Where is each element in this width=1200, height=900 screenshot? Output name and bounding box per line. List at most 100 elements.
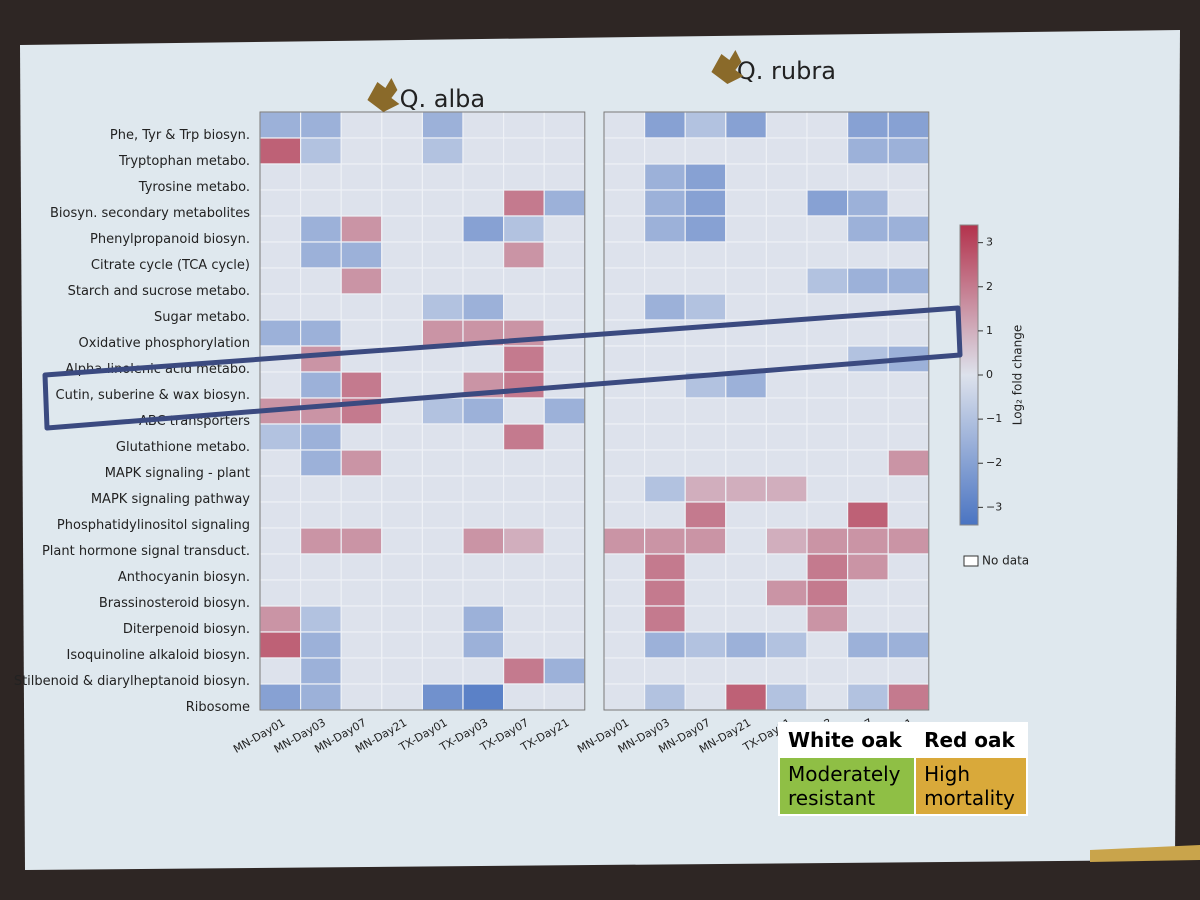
table-cell: Moderately resistant [777, 756, 917, 816]
heat-cell [503, 475, 545, 503]
y-tick-label: Cutin, suberine & wax biosyn. [56, 388, 250, 403]
heat-cell [806, 137, 849, 165]
heat-cell [603, 605, 646, 633]
heat-cell [725, 527, 767, 555]
heat-cell [765, 241, 808, 269]
heat-cell [300, 475, 342, 503]
heat-cell [543, 319, 586, 347]
heat-cell [543, 605, 586, 633]
y-tick-label: Citrate cycle (TCA cycle) [91, 258, 250, 273]
heat-cell [725, 371, 767, 399]
heat-cell [340, 319, 383, 347]
heat-cell [503, 631, 545, 659]
heat-cell [603, 475, 646, 503]
heat-cell [259, 293, 302, 321]
heat-cell [846, 475, 889, 503]
heat-cell [421, 553, 464, 581]
heat-cell [543, 215, 586, 243]
colorbar-tick-label: 1 [986, 324, 993, 337]
heat-cell [259, 449, 302, 477]
heat-cell [887, 423, 930, 451]
heat-cell [300, 111, 342, 139]
heat-cell [381, 189, 423, 217]
heat-cell [503, 579, 545, 607]
heat-cell [340, 449, 383, 477]
heat-cell [846, 319, 889, 347]
heat-cell [543, 397, 586, 425]
heat-cell [543, 111, 586, 139]
heat-cell [684, 423, 727, 451]
heat-cell [846, 423, 889, 451]
heat-cell [503, 683, 545, 711]
heat-cell [503, 111, 545, 139]
heat-cell [846, 605, 889, 633]
heat-cell [603, 397, 646, 425]
heat-cell [603, 267, 646, 295]
heat-cell [806, 371, 849, 399]
heat-cell [603, 631, 646, 659]
heat-cell [765, 111, 808, 139]
heat-cell [543, 657, 586, 685]
heat-cell [300, 527, 342, 555]
table-header: Red oak [914, 722, 1028, 758]
heat-cell [462, 553, 505, 581]
y-tick-label: MAPK signaling pathway [91, 492, 250, 507]
heat-cell [643, 267, 686, 295]
y-tick-label: Tyrosine metabo. [138, 180, 250, 195]
heat-cell [765, 631, 808, 659]
heat-cell [340, 241, 383, 269]
heat-cell [543, 293, 586, 321]
heat-cell [503, 267, 545, 295]
heat-cell [846, 553, 889, 581]
colorbar-tick-label: 3 [986, 236, 993, 249]
heat-cell [643, 137, 686, 165]
heat-cell [259, 605, 302, 633]
heat-cell [765, 657, 808, 685]
heat-cell [684, 657, 727, 685]
heat-cell [603, 293, 646, 321]
heat-cell [340, 553, 383, 581]
heat-cell [603, 501, 646, 529]
heat-cell [259, 475, 302, 503]
heat-cell [503, 371, 545, 399]
heat-cell [503, 605, 545, 633]
heat-cell [421, 475, 464, 503]
y-tick-label: Phenylpropanoid biosyn. [90, 232, 250, 247]
heat-cell [462, 241, 505, 269]
heat-cell [806, 657, 849, 685]
heat-cell [421, 137, 464, 165]
heat-cell [381, 449, 423, 477]
heat-cell [462, 475, 505, 503]
heat-cell [381, 605, 423, 633]
heat-cell [643, 657, 686, 685]
heat-cell [765, 423, 808, 451]
heat-cell [684, 683, 727, 711]
heat-cell [421, 657, 464, 685]
heat-cell [300, 215, 342, 243]
leaf-icon [367, 78, 400, 112]
heat-cell [259, 189, 302, 217]
heat-cell [684, 189, 727, 217]
heat-cell [887, 553, 930, 581]
heat-cell [381, 111, 423, 139]
heat-cell [806, 501, 849, 529]
heat-cell [421, 163, 464, 191]
heat-cell [543, 241, 586, 269]
colorbar-tick-label: −2 [986, 456, 1002, 469]
heat-cell [462, 345, 505, 373]
heat-cell [503, 345, 545, 373]
heat-cell [462, 215, 505, 243]
heat-cell [381, 267, 423, 295]
y-tick-label: Isoquinoline alkaloid biosyn. [66, 648, 250, 663]
heat-cell [684, 397, 727, 425]
heat-cell [846, 631, 889, 659]
heat-cell [340, 423, 383, 451]
heat-cell [725, 683, 767, 711]
heat-cell [887, 319, 930, 347]
heat-cell [603, 579, 646, 607]
heat-cell [765, 293, 808, 321]
heat-cell [340, 293, 383, 321]
heat-cell [643, 293, 686, 321]
heat-cell [259, 267, 302, 295]
